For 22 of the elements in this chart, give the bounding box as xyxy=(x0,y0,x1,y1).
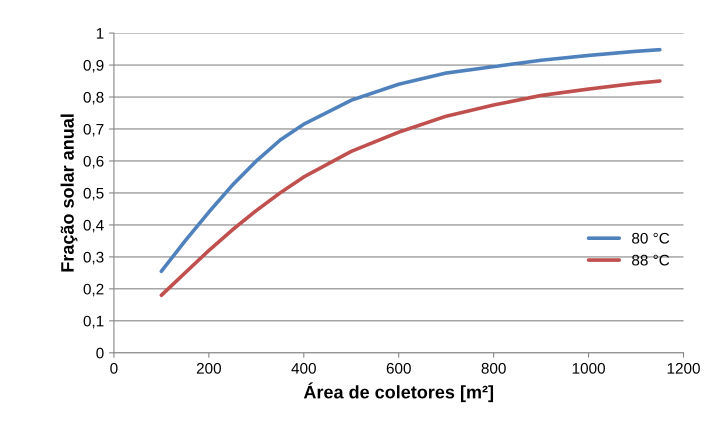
x-tick-label: 600 xyxy=(386,362,411,374)
y-tick-label: 1 xyxy=(96,28,104,39)
x-tick-label: 200 xyxy=(196,362,221,374)
y-tick-label: 0,9 xyxy=(84,60,104,73)
x-axis-title: Área de coletores [m²] xyxy=(304,382,494,402)
x-tick-label: 0 xyxy=(110,362,118,374)
x-tick-label: 1000 xyxy=(572,362,605,374)
y-tick-label: 0,3 xyxy=(84,252,104,264)
y-tick-label: 0,7 xyxy=(84,124,104,136)
y-tick-label: 0,1 xyxy=(84,316,104,328)
y-axis-title: Fração solar anual xyxy=(60,114,78,272)
y-tick-label: 0,4 xyxy=(84,220,104,232)
legend-label: 80 °C xyxy=(632,232,670,244)
y-tick-label: 0,6 xyxy=(84,156,104,168)
y-tick-label: 0 xyxy=(96,348,104,358)
legend-label: 88 °C xyxy=(632,254,670,266)
x-tick-label: 400 xyxy=(291,362,316,374)
y-tick-label: 0,5 xyxy=(84,188,104,200)
y-tick-label: 0,2 xyxy=(84,284,104,296)
y-tick-label: 0,8 xyxy=(84,92,104,105)
x-tick-label: 800 xyxy=(482,362,506,374)
x-tick-label: 1200 xyxy=(668,362,700,374)
